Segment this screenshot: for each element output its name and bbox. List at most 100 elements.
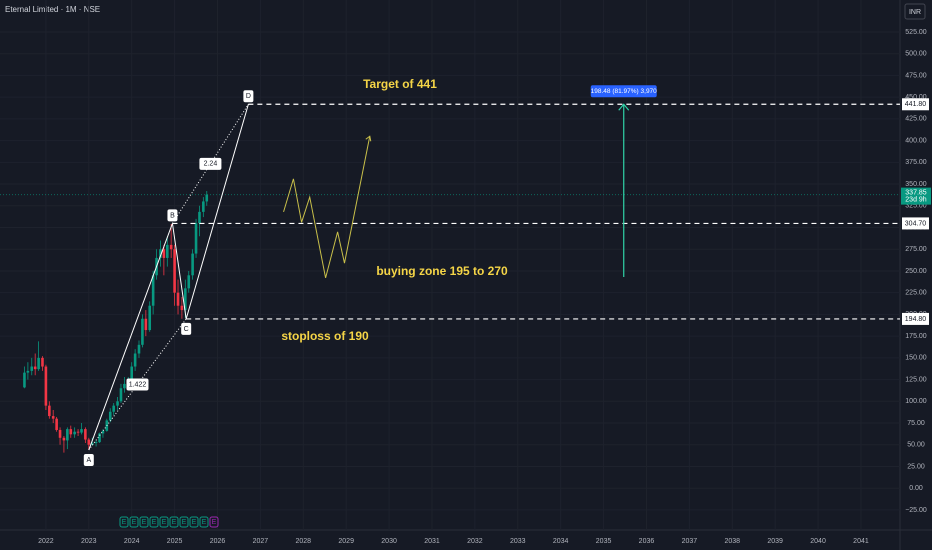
candle-body: [90, 443, 94, 445]
candle-body: [80, 429, 83, 433]
candle-body: [51, 416, 55, 419]
candle-body: [202, 201, 205, 212]
x-tick-label: 2041: [853, 538, 869, 545]
pattern-point-label: C: [184, 326, 189, 333]
annotation: stoploss of 190: [281, 329, 369, 343]
chart-title: Eternal Limited · 1M · NSE: [5, 5, 100, 14]
level-box: [902, 312, 929, 325]
measure-arrow: [618, 103, 630, 111]
candle-body: [108, 411, 112, 421]
pattern-point-box: [181, 322, 192, 335]
pattern-leg: [185, 104, 249, 320]
x-tick-label: 2027: [253, 538, 269, 545]
y-tick-label: 375.00: [905, 159, 927, 166]
pattern-point-box: [83, 453, 94, 466]
candle-body: [173, 249, 176, 293]
y-tick-label: 50.00: [907, 442, 925, 449]
candle-body: [191, 253, 194, 276]
event-box: [129, 516, 139, 528]
y-tick-label: 225.00: [905, 290, 927, 297]
candle-body: [58, 429, 62, 438]
projection-arrow: [365, 135, 372, 142]
pattern-point-label: A: [86, 457, 91, 464]
y-tick-label: 250.00: [905, 268, 927, 275]
y-tick-label: 275.00: [905, 246, 927, 253]
level-label: 304.70: [905, 220, 927, 227]
y-tick-label: 500.00: [905, 51, 927, 58]
x-tick-label: 2025: [167, 538, 183, 545]
candle-body: [94, 442, 98, 444]
pattern-ratio-line: [172, 104, 249, 224]
measure-box: [590, 85, 657, 98]
event-box: [199, 516, 209, 528]
x-tick-label: 2032: [467, 538, 483, 545]
x-tick-label: 2030: [381, 538, 397, 545]
event-label: E: [182, 519, 187, 526]
candle-body: [37, 357, 40, 370]
event-box: [169, 516, 179, 528]
candle-body: [69, 429, 73, 435]
y-tick-label: 525.00: [905, 29, 927, 36]
annotation: buying zone 195 to 270: [376, 264, 508, 278]
candle-body: [44, 366, 48, 406]
event-box: [179, 516, 189, 528]
candle-body: [166, 244, 169, 258]
y-tick-label: 475.00: [905, 72, 927, 79]
event-label: E: [122, 519, 127, 526]
x-tick-label: 2035: [596, 538, 612, 545]
candle-body: [26, 370, 30, 373]
x-tick-label: 2039: [767, 538, 783, 545]
y-tick-label: −25.00: [905, 507, 927, 514]
event-box: [159, 516, 169, 528]
candle-body: [87, 439, 91, 445]
pattern-point-box: [167, 209, 178, 222]
y-tick-label: 75.00: [907, 420, 925, 427]
currency[interactable]: INR: [909, 9, 921, 16]
annotation: Target of 441: [363, 77, 437, 91]
currency-box[interactable]: [904, 3, 926, 20]
event-label: E: [172, 519, 177, 526]
y-tick-label: 25.00: [907, 463, 925, 470]
measure-label: 198.48 (81.97%) 3,970: [591, 88, 658, 95]
event-box: [139, 516, 149, 528]
x-tick-label: 2038: [724, 538, 740, 545]
y-tick-label: 0.00: [909, 485, 923, 492]
y-tick-label: 150.00: [905, 355, 927, 362]
y-tick-label: 325.00: [905, 203, 927, 210]
candle-body: [198, 211, 201, 224]
event-box: [119, 516, 129, 528]
x-tick-label: 2024: [124, 538, 140, 545]
level-box: [902, 98, 929, 111]
candle-body: [119, 388, 123, 402]
candle-body: [137, 344, 141, 354]
current-price-box: [901, 187, 931, 205]
x-tick-label: 2036: [639, 538, 655, 545]
candle-body: [123, 383, 126, 389]
candle-body: [141, 318, 144, 345]
current-price-label: 337.85: [905, 189, 927, 196]
level-box: [902, 217, 929, 230]
x-tick-label: 2028: [295, 538, 311, 545]
candle-body: [30, 366, 34, 371]
candle-body: [76, 431, 80, 433]
event-label: E: [152, 519, 157, 526]
x-tick-label: 2034: [553, 538, 569, 545]
candle-body: [66, 429, 69, 441]
ratio-box: [126, 378, 149, 391]
candle-body: [62, 437, 66, 441]
level-label: 194.80: [905, 316, 927, 323]
event-label: E: [142, 519, 147, 526]
candle-body: [184, 288, 187, 311]
event-label: E: [202, 519, 207, 526]
pattern-leg: [88, 223, 173, 451]
event-box: [149, 516, 159, 528]
candle-body: [55, 418, 58, 430]
event-label: E: [192, 519, 197, 526]
candle-body: [151, 275, 155, 306]
x-tick-label: 2037: [682, 538, 698, 545]
event-label: E: [212, 519, 217, 526]
x-tick-label: 2031: [424, 538, 440, 545]
countdown-label: 23d 9h: [905, 196, 927, 203]
y-tick-label: 400.00: [905, 137, 927, 144]
